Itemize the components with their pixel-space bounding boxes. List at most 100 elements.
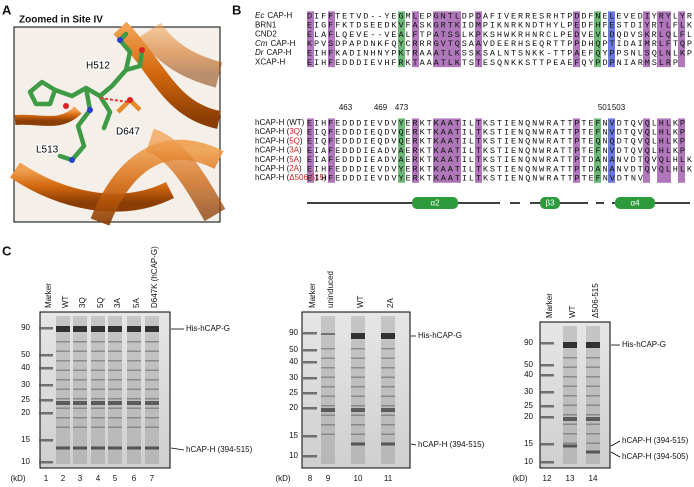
panel-label: B (232, 2, 241, 17)
gel-band (108, 401, 122, 405)
gel-band (586, 442, 600, 444)
residue-number: 469 (374, 103, 388, 112)
name-part: Δ506-515 (289, 173, 324, 182)
gel-band (108, 360, 122, 362)
ladder-band (540, 391, 554, 394)
gel-band (145, 369, 159, 371)
ladder-label: 40 (524, 370, 533, 379)
residue-label: D647 (116, 127, 140, 138)
ladder-band (39, 327, 53, 330)
gel-band (586, 423, 600, 425)
lane-label: Marker (44, 283, 53, 308)
sequence: KPVSDPAPDNKFQYCRRRGVTQSAAVDEERHSEQRTTPPD… (307, 39, 692, 49)
lane-label: Marker (308, 283, 317, 308)
lane-number: 2 (61, 474, 66, 483)
mutant-name: hCAP-H (5A) (255, 155, 302, 164)
sequence: EIQFEDDDIEQDVQERKTKAATILTKSTIENQNWRATTPT… (307, 127, 685, 137)
gel-band (73, 401, 87, 405)
gel-band (321, 395, 335, 397)
gel-band (73, 341, 87, 343)
gel-band (145, 379, 159, 381)
gel-band (586, 404, 600, 406)
gel-band (73, 350, 87, 352)
gel-band (56, 446, 70, 450)
gel-band (381, 376, 395, 378)
ladder-label: 25 (524, 401, 533, 410)
gel-band (563, 404, 577, 406)
gel-band (351, 367, 365, 369)
sequence: ELAFLQEVE--VEALFTPATSSLKPKSHWKRHNRCLPEDV… (307, 30, 694, 40)
ladder-label: 15 (524, 439, 533, 448)
name-part: 5A (289, 155, 299, 164)
gel-band (145, 417, 159, 419)
name-part: ) (299, 164, 302, 173)
conservation-highlight (454, 11, 461, 68)
gel-band (321, 333, 335, 335)
species-name: CND2 (255, 30, 277, 39)
species-name: Cm CAP-H (255, 39, 296, 48)
gel-band (108, 398, 122, 400)
gel-band (381, 442, 395, 446)
lane-number: 7 (150, 474, 155, 483)
lane-label: D647K (hCAP-G) (150, 246, 159, 308)
gel-band (381, 414, 395, 416)
gel-band (351, 333, 365, 339)
lane-number: 8 (308, 474, 313, 483)
lane-label: 5A (132, 298, 141, 308)
conservation-highlight (440, 118, 447, 183)
sequence: EIHFKADINHNYPKTRAAATLKSSKSALNTSNKK-TTPAE… (307, 48, 692, 58)
gel-band (563, 417, 577, 421)
conservation-highlight (398, 11, 405, 68)
conservation-highlight (328, 11, 335, 68)
residue-number: 501 (598, 103, 612, 112)
ladder-band (303, 455, 317, 458)
lane-number: 9 (326, 474, 331, 483)
gel-band (321, 386, 335, 388)
species: Cm (255, 39, 268, 48)
gel-band (56, 360, 70, 362)
unit-label: (kD) (275, 474, 290, 483)
gel-band (73, 326, 87, 332)
mutant-name: hCAP-H (5Q) (255, 137, 303, 146)
ladder-label: 90 (21, 323, 30, 332)
lane-label: Δ506-515 (591, 283, 600, 318)
gel-band (108, 341, 122, 343)
gel-band (108, 379, 122, 381)
gel-band (321, 433, 335, 435)
gel-band (145, 360, 159, 362)
gel-band (321, 357, 335, 359)
name-part: 5Q (289, 137, 300, 146)
name-part: 3A (289, 146, 299, 155)
gel-band (91, 407, 105, 409)
lane-number: 3 (78, 474, 83, 483)
gel-band (321, 367, 335, 369)
sequence: EIAFEDDDIEADVAERKTKAATILTKSTIENQNWRATTPT… (307, 146, 685, 156)
conservation-highlight (475, 11, 482, 68)
residue-label: H512 (86, 61, 110, 72)
species-name: Ec CAP-H (255, 11, 292, 20)
structure-label: α4 (630, 199, 640, 208)
species: Dr (255, 48, 264, 57)
gel-band (127, 326, 141, 332)
lane-label: uninduced (326, 271, 335, 308)
lane-label: WT (568, 305, 577, 318)
gel-band (56, 379, 70, 381)
gel-band (91, 446, 105, 450)
gel-band (381, 408, 395, 412)
ladder-label: 15 (21, 435, 30, 444)
ladder-band (540, 374, 554, 377)
mutant-name: hCAP-H (Δ506-515) (255, 173, 327, 182)
lane-number: 11 (384, 474, 393, 483)
band-pointer (610, 451, 621, 458)
protein: CND2 (255, 30, 277, 39)
name-part: hCAP-H ( (255, 155, 290, 164)
gel-band (381, 367, 395, 369)
gel-band (127, 379, 141, 381)
residue-label: L513 (36, 145, 59, 156)
gel-band (381, 424, 395, 426)
unit-label: (kD) (512, 474, 527, 483)
band-pointer (410, 443, 417, 446)
gel-band (321, 424, 335, 426)
gel-band (73, 417, 87, 419)
gel-band (586, 342, 600, 348)
